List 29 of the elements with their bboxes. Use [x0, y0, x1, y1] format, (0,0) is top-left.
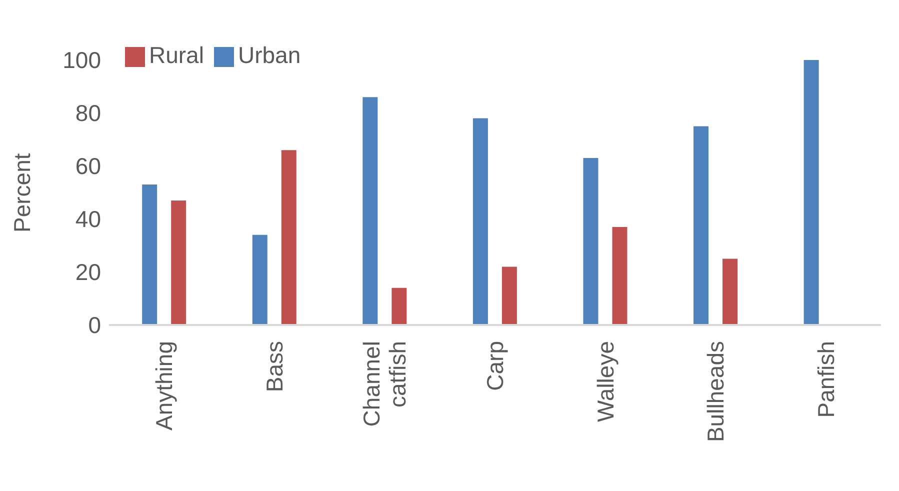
y-tick-label: 40: [75, 206, 101, 232]
bar: [502, 266, 517, 325]
legend-label: Urban: [238, 42, 301, 68]
bar: [392, 288, 407, 325]
bar: [252, 234, 268, 325]
x-tick-label: Bullheads: [702, 341, 729, 442]
bar: [583, 158, 598, 325]
bar: [362, 97, 378, 325]
x-tick-label: Panfish: [812, 341, 839, 418]
bar: [171, 200, 186, 325]
bar: [612, 226, 628, 325]
x-tick-label: Anything: [151, 341, 178, 431]
x-tick-label: Channel catfish: [358, 341, 411, 427]
y-tick-label: 80: [75, 100, 101, 126]
y-tick-label: 0: [88, 312, 101, 338]
x-tick-label: Carp: [482, 341, 508, 391]
bar: [804, 60, 819, 325]
bar: [694, 126, 709, 325]
y-axis-title: Percent: [9, 152, 36, 232]
y-tick-label: 100: [62, 47, 101, 74]
x-tick-label: Walleye: [592, 341, 618, 422]
y-tick-label: 60: [75, 153, 101, 180]
bar: [142, 184, 158, 325]
bar: [722, 258, 738, 325]
bar: [281, 150, 296, 325]
x-tick-label: Bass: [261, 341, 288, 392]
legend-label: Rural: [149, 42, 204, 68]
bar: [472, 118, 488, 325]
y-tick-label: 20: [75, 259, 101, 286]
